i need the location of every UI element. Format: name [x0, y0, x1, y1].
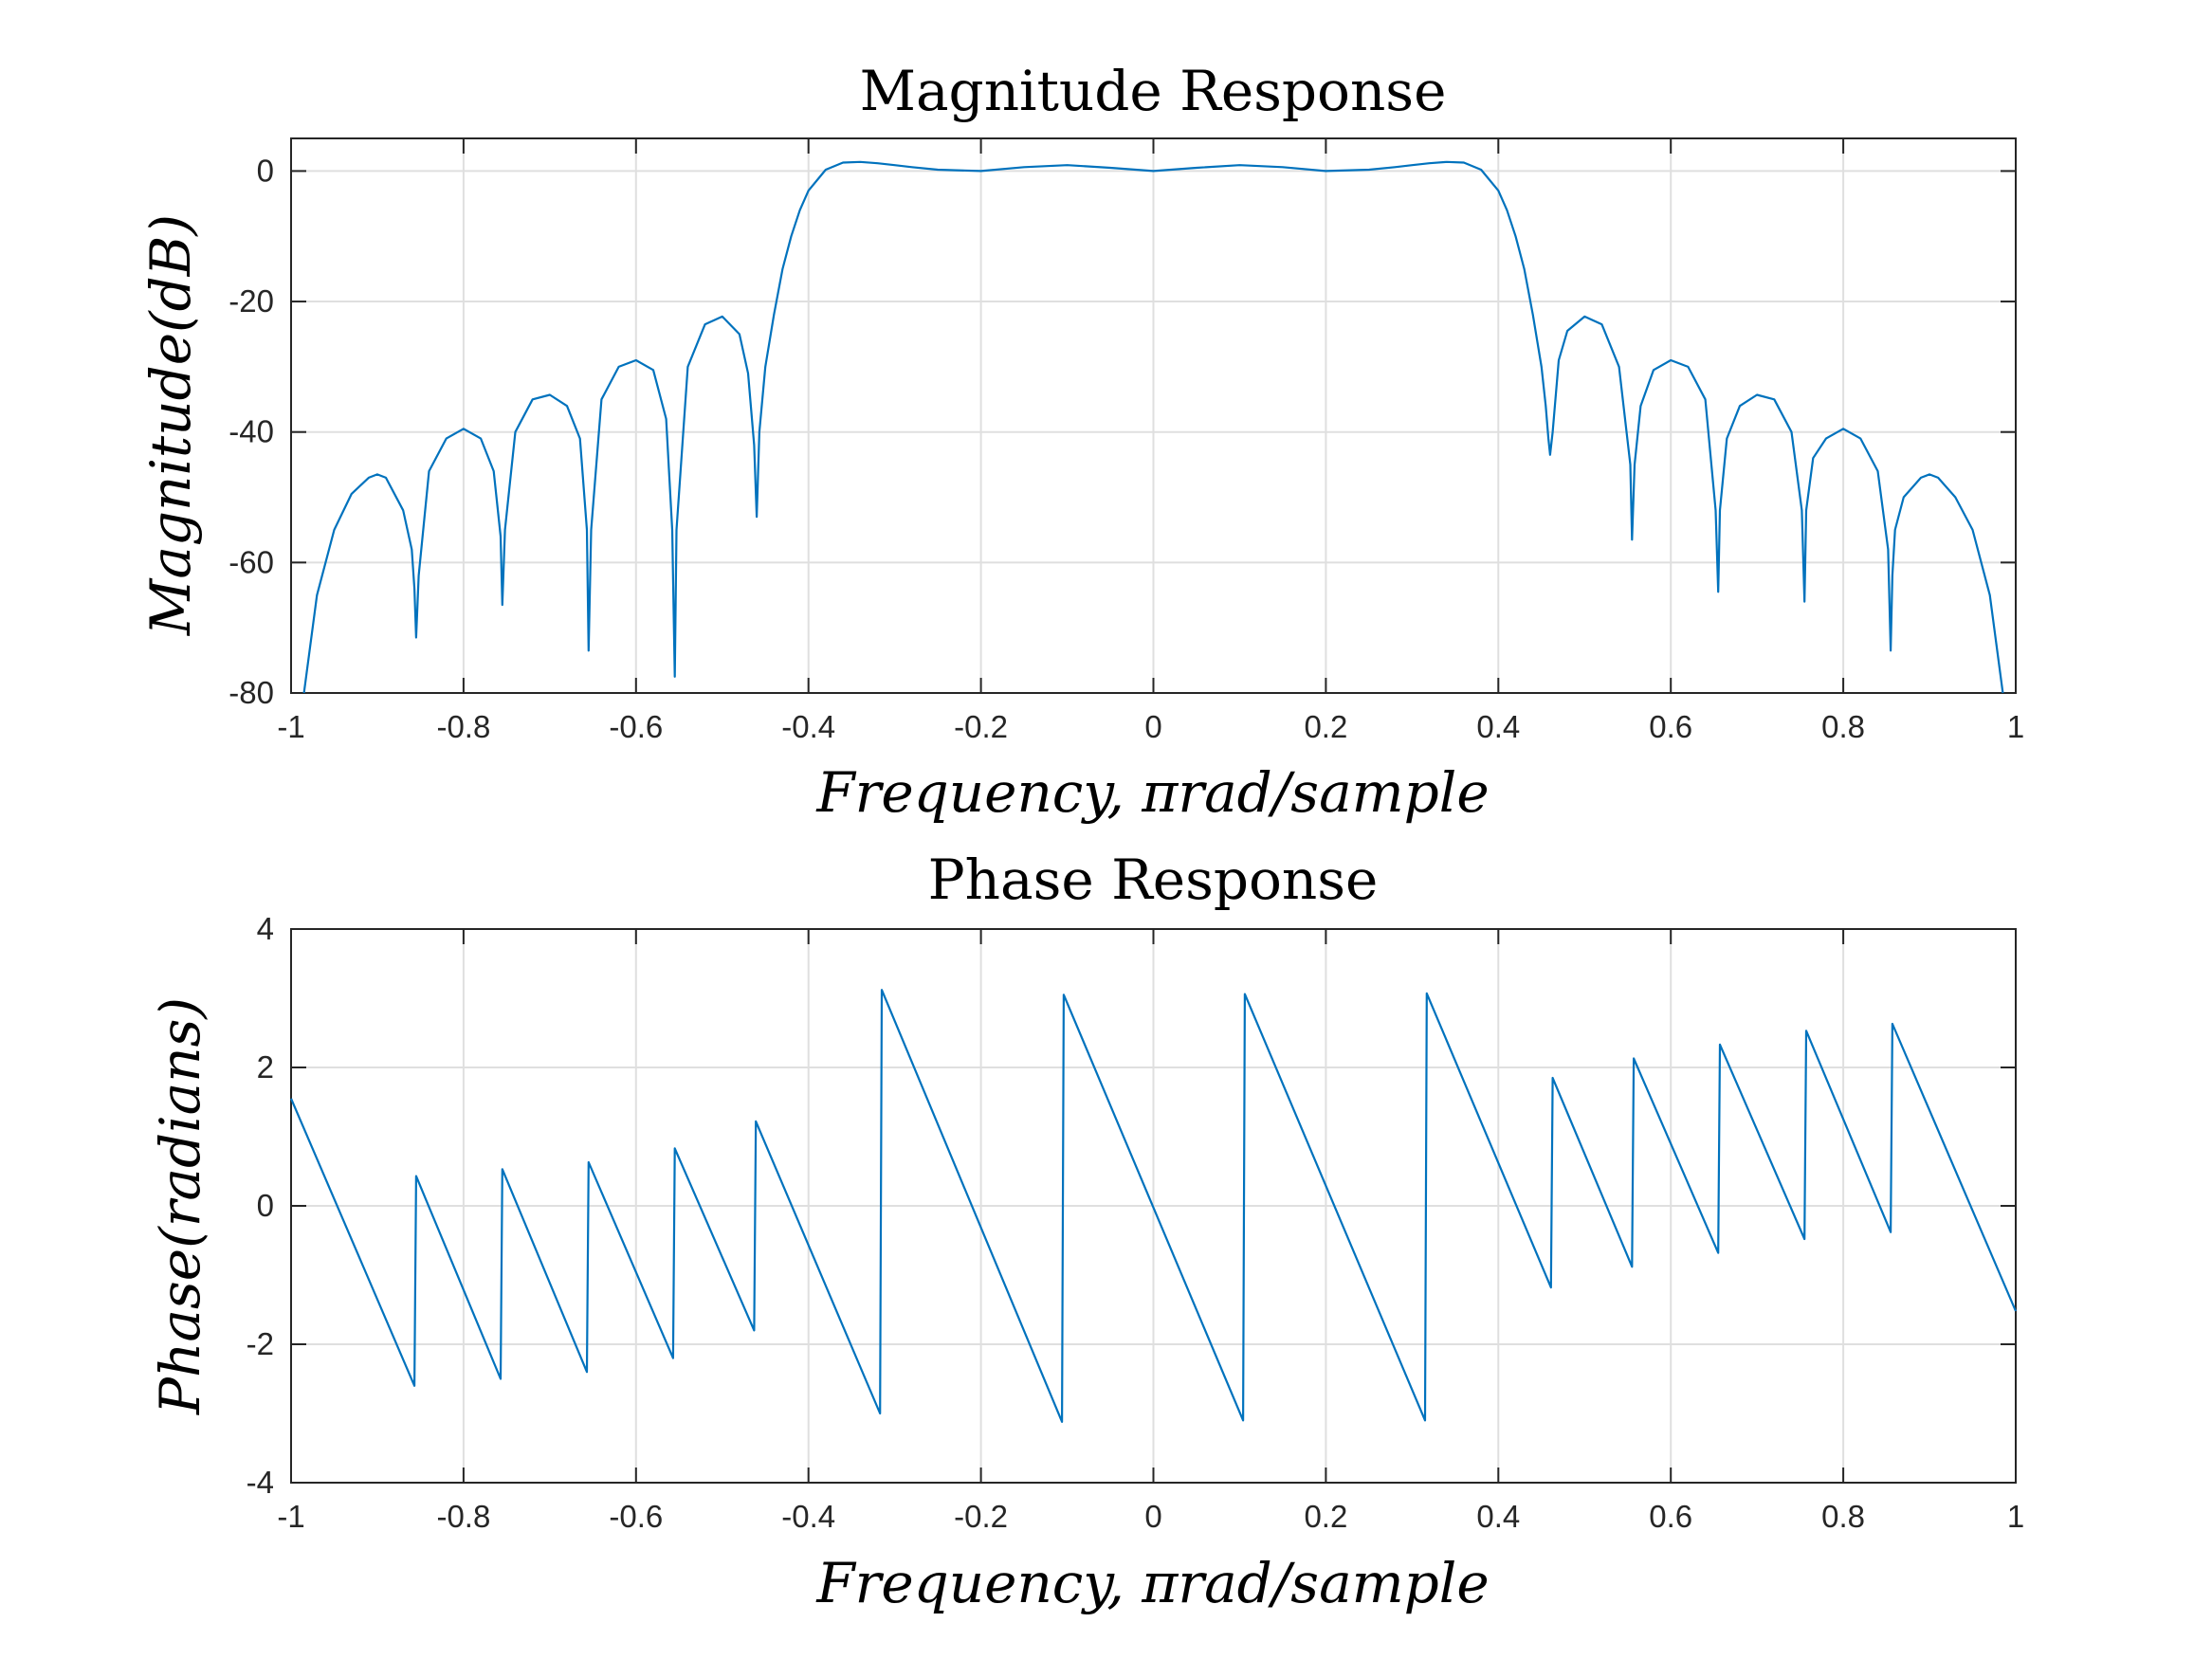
x-tick-label: 0.2 [1304, 709, 1347, 744]
grid [290, 138, 2017, 694]
x-tick-label: 0.6 [1649, 709, 1692, 744]
series-line [302, 160, 2004, 694]
x-tick-label: 0.4 [1476, 1499, 1520, 1534]
y-axis-ticks: -4 -2 0 2 4 [247, 911, 2016, 1500]
x-tick-label: -0.2 [954, 709, 1008, 744]
magnitude-response-panel: -1 -0.8 -0.6 -0.4 -0.2 0 0.2 0.4 0.6 0.8 1 -80 -60 -4… [138, 59, 2024, 825]
x-tick-label: -0.8 [436, 1499, 490, 1534]
x-tick-label: 0.6 [1649, 1499, 1692, 1534]
x-tick-label: 0.2 [1304, 1499, 1347, 1534]
y-tick-label: 2 [257, 1049, 274, 1085]
series-line [289, 989, 2018, 1423]
x-tick-label: -1 [277, 709, 304, 744]
x-tick-label: -0.2 [954, 1499, 1008, 1534]
x-tick-label: 1 [2007, 709, 2024, 744]
y-tick-label: -40 [229, 414, 274, 449]
chart-title: Magnitude Response [860, 59, 1447, 123]
y-axis-label: Magnitude(dB) [138, 214, 203, 636]
y-tick-label: -20 [229, 283, 274, 319]
x-tick-label: -0.4 [781, 1499, 835, 1534]
x-axis-ticks: -1 -0.8 -0.6 -0.4 -0.2 0 0.2 0.4 0.6 0.8 1 [277, 138, 2024, 744]
y-tick-label: -60 [229, 544, 274, 579]
x-tick-label: -0.6 [609, 1499, 663, 1534]
x-tick-label: 0.4 [1476, 709, 1520, 744]
y-tick-label: -4 [247, 1465, 274, 1500]
y-tick-label: 0 [257, 1188, 274, 1223]
y-tick-label: 0 [257, 153, 274, 188]
y-axis-label: Phase(radians) [148, 997, 212, 1415]
x-axis-ticks: -1 -0.8 -0.6 -0.4 -0.2 0 0.2 0.4 0.6 0.8 1 [277, 929, 2024, 1534]
y-tick-label: -2 [247, 1326, 274, 1361]
x-tick-label: 0.8 [1821, 709, 1865, 744]
x-tick-label: 0.8 [1821, 1499, 1865, 1534]
x-tick-label: -0.6 [609, 709, 663, 744]
x-tick-label: 1 [2007, 1499, 2024, 1534]
chart-title: Phase Response [928, 848, 1379, 912]
y-tick-label: 4 [257, 911, 274, 946]
x-axis-label: Frequency, πrad/sample [815, 1551, 1489, 1615]
x-tick-label: 0 [1144, 1499, 1161, 1534]
x-tick-label: -1 [277, 1499, 304, 1534]
x-axis-label: Frequency, πrad/sample [815, 760, 1489, 825]
y-tick-label: -80 [229, 675, 274, 710]
y-axis-ticks: -80 -60 -40 -20 0 [229, 153, 2016, 710]
x-tick-label: -0.4 [781, 709, 835, 744]
x-tick-label: -0.8 [436, 709, 490, 744]
x-tick-label: 0 [1144, 709, 1161, 744]
phase-response-panel: -1 -0.8 -0.6 -0.4 -0.2 0 0.2 0.4 0.6 0.8 1 -4 -2 0 2 4 P… [148, 848, 2024, 1615]
